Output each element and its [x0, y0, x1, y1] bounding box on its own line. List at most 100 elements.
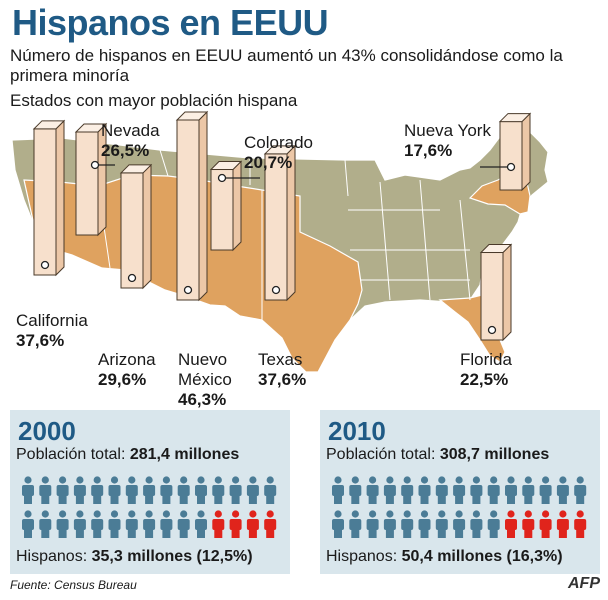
state-label-florida: Florida 22,5%: [460, 350, 512, 390]
person-icon: [349, 476, 362, 504]
bar-layer: [32, 110, 532, 342]
person-icon: [383, 476, 396, 504]
bar-arizona: [119, 163, 153, 290]
person-icon-hispanic: [522, 510, 535, 538]
person-icon: [108, 510, 121, 538]
person-icon-hispanic: [264, 510, 277, 538]
state-label-texas: Texas 37,6%: [258, 350, 306, 390]
map-section-title: Estados con mayor población hispana: [10, 91, 298, 110]
person-icon-hispanic: [246, 510, 259, 538]
location-marker: [127, 273, 137, 283]
person-icon: [522, 476, 535, 504]
bar-front-face: [120, 172, 144, 289]
bar-side-face: [521, 112, 531, 192]
person-icon: [143, 510, 156, 538]
location-marker: [40, 260, 50, 270]
person-icon: [574, 476, 587, 504]
person-icon-hispanic: [539, 510, 552, 538]
map-region-florida: [438, 294, 506, 363]
panel-2010: 2010 Población total: 308,7 millones His…: [320, 410, 600, 574]
hispanic-population: Hispanos: 50,4 millones (16,3%): [326, 548, 563, 566]
person-icon: [332, 476, 344, 504]
state-value-florida: 22,5%: [460, 370, 509, 389]
people-pictogram: [22, 476, 277, 538]
person-icon: [383, 510, 396, 538]
source-note: Fuente: Census Bureau: [10, 578, 137, 592]
state-name-california: California: [16, 311, 88, 330]
person-icon: [56, 476, 69, 504]
chart-title: Hispanos en EEUU: [12, 2, 329, 43]
state-value-nevada: 26,5%: [101, 141, 150, 160]
bar-top-face: [209, 161, 243, 171]
state-value-texas: 37,6%: [258, 370, 307, 389]
person-icon: [22, 476, 34, 504]
bar-top-face: [119, 164, 153, 174]
bar-colorado: [209, 160, 260, 252]
person-icon: [73, 510, 86, 538]
person-icon-hispanic: [574, 510, 587, 538]
person-icon: [177, 476, 190, 504]
state-value-nuevo-mexico: 46,3%: [178, 390, 227, 409]
person-icon: [39, 476, 52, 504]
panel-2000: 2000 Población total: 281,4 millones His…: [10, 410, 290, 574]
person-icon: [22, 510, 34, 538]
people-pictogram: [332, 476, 587, 538]
bar-front-face: [499, 121, 523, 191]
bar-top-face: [32, 120, 66, 130]
bar-texas: [263, 144, 297, 302]
person-icon: [487, 476, 500, 504]
person-icon: [435, 476, 448, 504]
person-icon: [366, 476, 379, 504]
person-icon: [505, 476, 517, 504]
bar-top-face: [263, 145, 297, 155]
person-icon: [56, 510, 69, 538]
bar-side-face: [502, 243, 512, 342]
person-icon: [143, 476, 156, 504]
person-icon: [160, 476, 173, 504]
bar-nueva-york: [480, 112, 532, 192]
state-label-nueva-york: Nueva York 17,6%: [404, 121, 491, 161]
person-icon: [91, 510, 104, 538]
person-icon-hispanic: [229, 510, 242, 538]
state-name-nuevo-mexico: Nuevo México: [178, 350, 232, 389]
panel-year: 2010: [328, 416, 386, 446]
person-icon-hispanic: [505, 510, 517, 538]
person-icon: [160, 510, 173, 538]
bar-side-face: [198, 110, 208, 302]
state-label-california: California 37,6%: [16, 311, 88, 351]
person-icon: [349, 510, 362, 538]
person-icon: [125, 476, 138, 504]
person-icon: [435, 510, 448, 538]
state-label-colorado: Colorado 20,7%: [244, 133, 313, 173]
person-icon: [401, 476, 414, 504]
person-icon: [177, 510, 190, 538]
person-icon: [418, 510, 431, 538]
bar-side-face: [232, 160, 242, 252]
location-marker: [487, 325, 497, 335]
person-icon-hispanic: [556, 510, 569, 538]
person-icon: [125, 510, 138, 538]
total-value: 281,4 millones: [129, 446, 240, 463]
person-icon: [470, 476, 483, 504]
person-icon: [195, 476, 207, 504]
bar-front-face: [75, 131, 99, 236]
state-name-arizona: Arizona: [98, 350, 156, 369]
hispanic-label: Hispanos:: [326, 548, 398, 565]
location-marker: [217, 173, 227, 183]
bar-top-face: [74, 123, 108, 133]
bar-florida: [479, 243, 513, 342]
state-name-texas: Texas: [258, 350, 303, 369]
person-icon: [418, 476, 431, 504]
bar-nuevo-méxico: [175, 110, 209, 302]
person-icon: [453, 510, 466, 538]
state-value-colorado: 20,7%: [244, 153, 293, 172]
state-value-nueva-york: 17,6%: [404, 141, 453, 160]
state-name-nevada: Nevada: [101, 121, 160, 140]
person-icon-hispanic: [212, 510, 225, 538]
person-icon: [108, 476, 121, 504]
person-icon: [332, 510, 344, 538]
panel-year: 2000: [18, 416, 76, 446]
location-marker: [183, 285, 193, 295]
person-icon: [470, 510, 483, 538]
bar-front-face: [264, 153, 288, 301]
